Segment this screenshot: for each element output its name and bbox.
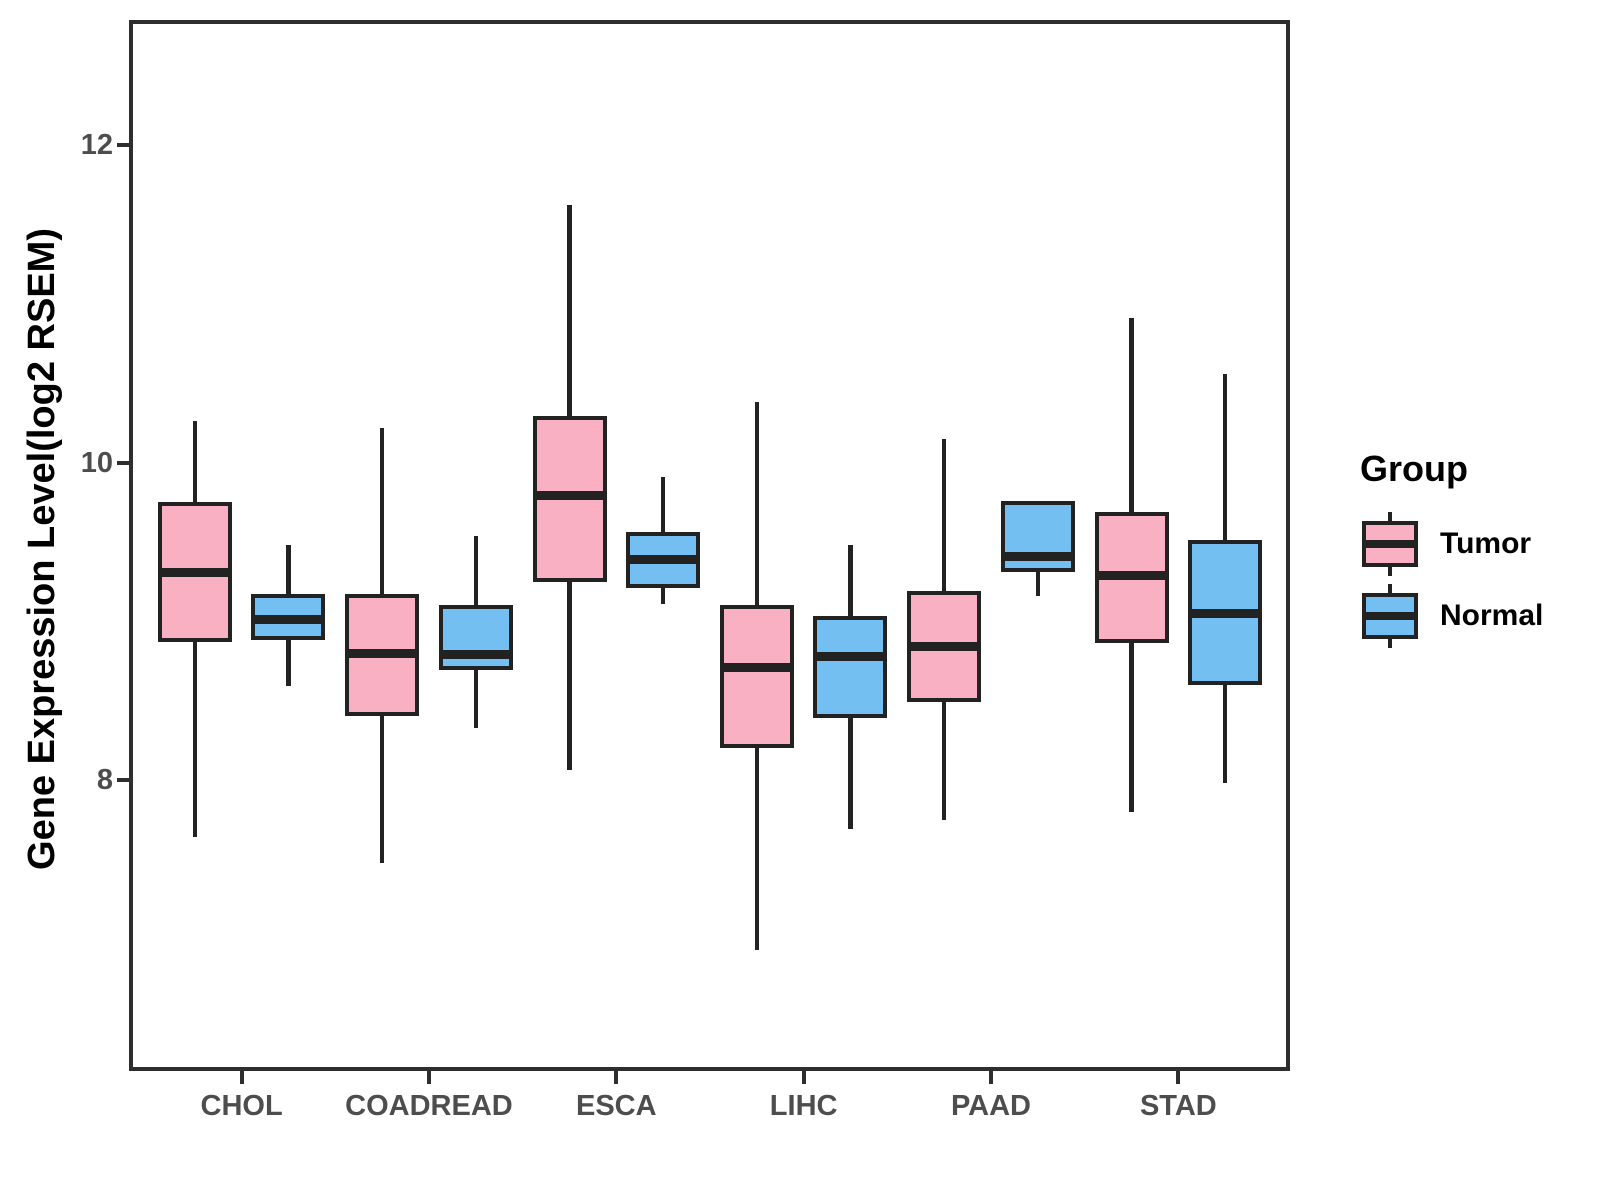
median-line [1094, 570, 1169, 580]
median-line [532, 491, 607, 501]
legend-glyph-part [1388, 512, 1392, 521]
median-line [719, 662, 794, 672]
legend-title: Group [1360, 448, 1468, 489]
x-tick-mark [426, 1071, 431, 1084]
legend-glyph-part [1388, 567, 1392, 576]
legend-item-tumor: Tumor [1356, 508, 1596, 580]
y-tick-label: 8 [96, 764, 113, 796]
median-line [1000, 551, 1075, 561]
median-line [1188, 608, 1263, 618]
median-line [345, 648, 420, 658]
median-line [813, 651, 888, 661]
median-line [438, 650, 513, 660]
y-tick-mark [117, 460, 131, 465]
y-axis-title: Gene Expression Level(log2 RSEM) [21, 228, 63, 870]
x-tick-mark [614, 1071, 619, 1084]
y-tick-label: 10 [80, 446, 113, 479]
x-tick-label: LIHC [769, 1090, 838, 1122]
legend-glyph-part [1388, 639, 1392, 648]
y-tick-mark [117, 143, 131, 147]
median-line [157, 567, 232, 577]
box-LIHC-Normal [813, 616, 888, 719]
median-line [251, 615, 326, 625]
legend-glyph-part [1362, 612, 1418, 620]
box-PAAD-Normal [1000, 500, 1075, 573]
legend-item-label: Tumor [1440, 527, 1532, 560]
x-tick-label: STAD [1139, 1090, 1217, 1122]
legend-boxplot-glyph-normal-icon [1362, 584, 1418, 648]
legend-item-label: Normal [1440, 599, 1544, 632]
box-COADREAD-Normal [438, 605, 513, 671]
legend-glyph-part [1362, 540, 1418, 548]
legend-boxplot-glyph-tumor-icon [1362, 512, 1418, 576]
legend-item-normal: Normal [1356, 580, 1596, 652]
x-tick-label: PAAD [950, 1090, 1032, 1122]
x-tick-mark [989, 1071, 993, 1084]
median-line [907, 642, 982, 652]
x-tick-label: CHOL [200, 1090, 283, 1122]
y-tick-mark [117, 778, 131, 782]
median-line [626, 554, 701, 564]
x-tick-label: COADREAD [345, 1090, 513, 1122]
box-LIHC-Tumor [719, 605, 794, 749]
x-tick-mark [1176, 1071, 1181, 1084]
x-tick-mark [801, 1071, 806, 1084]
x-tick-label: ESCA [576, 1090, 657, 1122]
x-tick-mark [239, 1071, 244, 1084]
y-tick-label: 12 [80, 129, 113, 161]
legend-glyph-part [1388, 584, 1392, 593]
legend-items: Tumor Normal [1356, 508, 1596, 652]
legend: Group Tumor Normal [1356, 448, 1596, 652]
